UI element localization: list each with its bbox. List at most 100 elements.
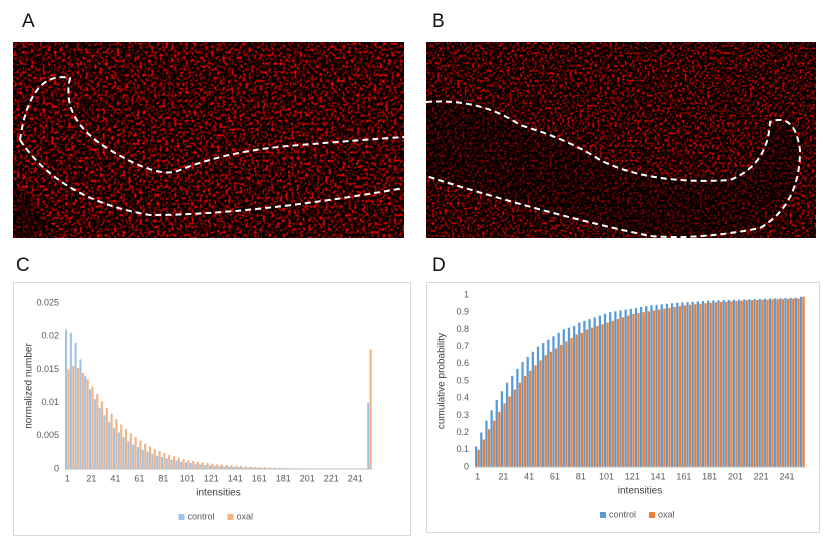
bar <box>273 467 276 469</box>
y-tick-label: 0.2 <box>456 427 469 437</box>
bar <box>156 455 159 469</box>
bar <box>256 467 259 469</box>
bar <box>187 460 190 469</box>
bar <box>714 302 718 467</box>
bar <box>216 464 219 469</box>
bar <box>763 298 767 467</box>
bar <box>211 463 214 469</box>
bar <box>655 304 658 467</box>
bar <box>725 301 728 467</box>
bar <box>629 308 632 467</box>
legend-swatch <box>178 514 185 520</box>
bar <box>91 386 94 469</box>
chart-frame <box>426 282 820 533</box>
bar <box>508 396 511 467</box>
bar <box>547 339 550 467</box>
panel-label: D <box>432 255 446 276</box>
bar <box>93 399 96 469</box>
bar <box>283 467 286 469</box>
bar <box>268 467 271 469</box>
bar <box>208 465 212 469</box>
bar <box>498 411 501 467</box>
bar <box>642 312 645 467</box>
bar <box>240 466 243 469</box>
bar <box>789 297 792 467</box>
x-axis-label: intensities <box>618 486 662 497</box>
bar <box>681 302 684 467</box>
bar <box>660 304 663 467</box>
y-tick-label: 0.025 <box>36 297 59 307</box>
x-tick-label: 201 <box>300 473 315 483</box>
bar <box>562 329 565 467</box>
bar <box>136 447 140 469</box>
bar <box>792 298 795 467</box>
bar <box>745 300 748 467</box>
bar <box>611 320 614 467</box>
bar <box>120 424 123 469</box>
bar <box>495 399 498 467</box>
bar <box>199 464 202 469</box>
bar <box>616 319 620 467</box>
bar <box>722 300 725 467</box>
x-tick-label: 61 <box>134 473 144 483</box>
micrograph <box>13 42 405 238</box>
bar <box>730 301 733 467</box>
bar <box>768 298 772 467</box>
panel-label: C <box>16 255 30 276</box>
legend-label: control <box>188 511 215 521</box>
bar <box>244 466 247 469</box>
x-tick-label: 1 <box>475 471 480 481</box>
x-tick-label: 241 <box>779 471 794 481</box>
bar <box>180 461 183 469</box>
bar <box>523 375 527 467</box>
bar <box>570 338 573 467</box>
bar <box>554 348 558 467</box>
x-tick-label: 201 <box>728 471 743 481</box>
bar <box>606 322 609 467</box>
y-tick-label: 0.7 <box>456 341 469 351</box>
x-axis-label: intensities <box>196 488 240 499</box>
bar <box>67 369 70 469</box>
bar <box>701 301 705 467</box>
bar <box>717 300 720 467</box>
bar <box>230 465 233 469</box>
bar <box>521 362 524 467</box>
bar <box>766 299 769 467</box>
bar <box>242 467 245 469</box>
bar <box>588 319 591 467</box>
bar <box>264 467 267 469</box>
bar <box>665 303 669 467</box>
bar <box>482 439 486 467</box>
bar <box>539 360 542 467</box>
y-tick-label: 0.9 <box>456 307 469 317</box>
x-tick-label: 21 <box>498 471 508 481</box>
bar <box>575 334 578 467</box>
bar <box>609 312 612 467</box>
legend-swatch <box>227 514 234 520</box>
bar <box>108 421 111 469</box>
bar <box>567 327 571 467</box>
bar <box>182 459 185 469</box>
bar <box>663 308 666 467</box>
bar <box>614 311 617 467</box>
bar <box>493 420 496 467</box>
bar <box>513 389 516 467</box>
y-tick-label: 0.4 <box>456 393 469 403</box>
bar <box>593 317 596 467</box>
bar <box>779 298 782 467</box>
bar <box>220 464 223 469</box>
bar <box>619 310 622 467</box>
bar <box>86 379 89 469</box>
panel-label: A <box>22 11 35 32</box>
bar <box>686 302 689 467</box>
bar <box>624 309 627 467</box>
bar <box>640 307 643 467</box>
bar <box>184 462 188 469</box>
bar <box>740 300 743 467</box>
bar <box>696 301 699 467</box>
legend-swatch <box>600 512 606 518</box>
bar <box>578 322 581 467</box>
bar <box>516 368 519 467</box>
